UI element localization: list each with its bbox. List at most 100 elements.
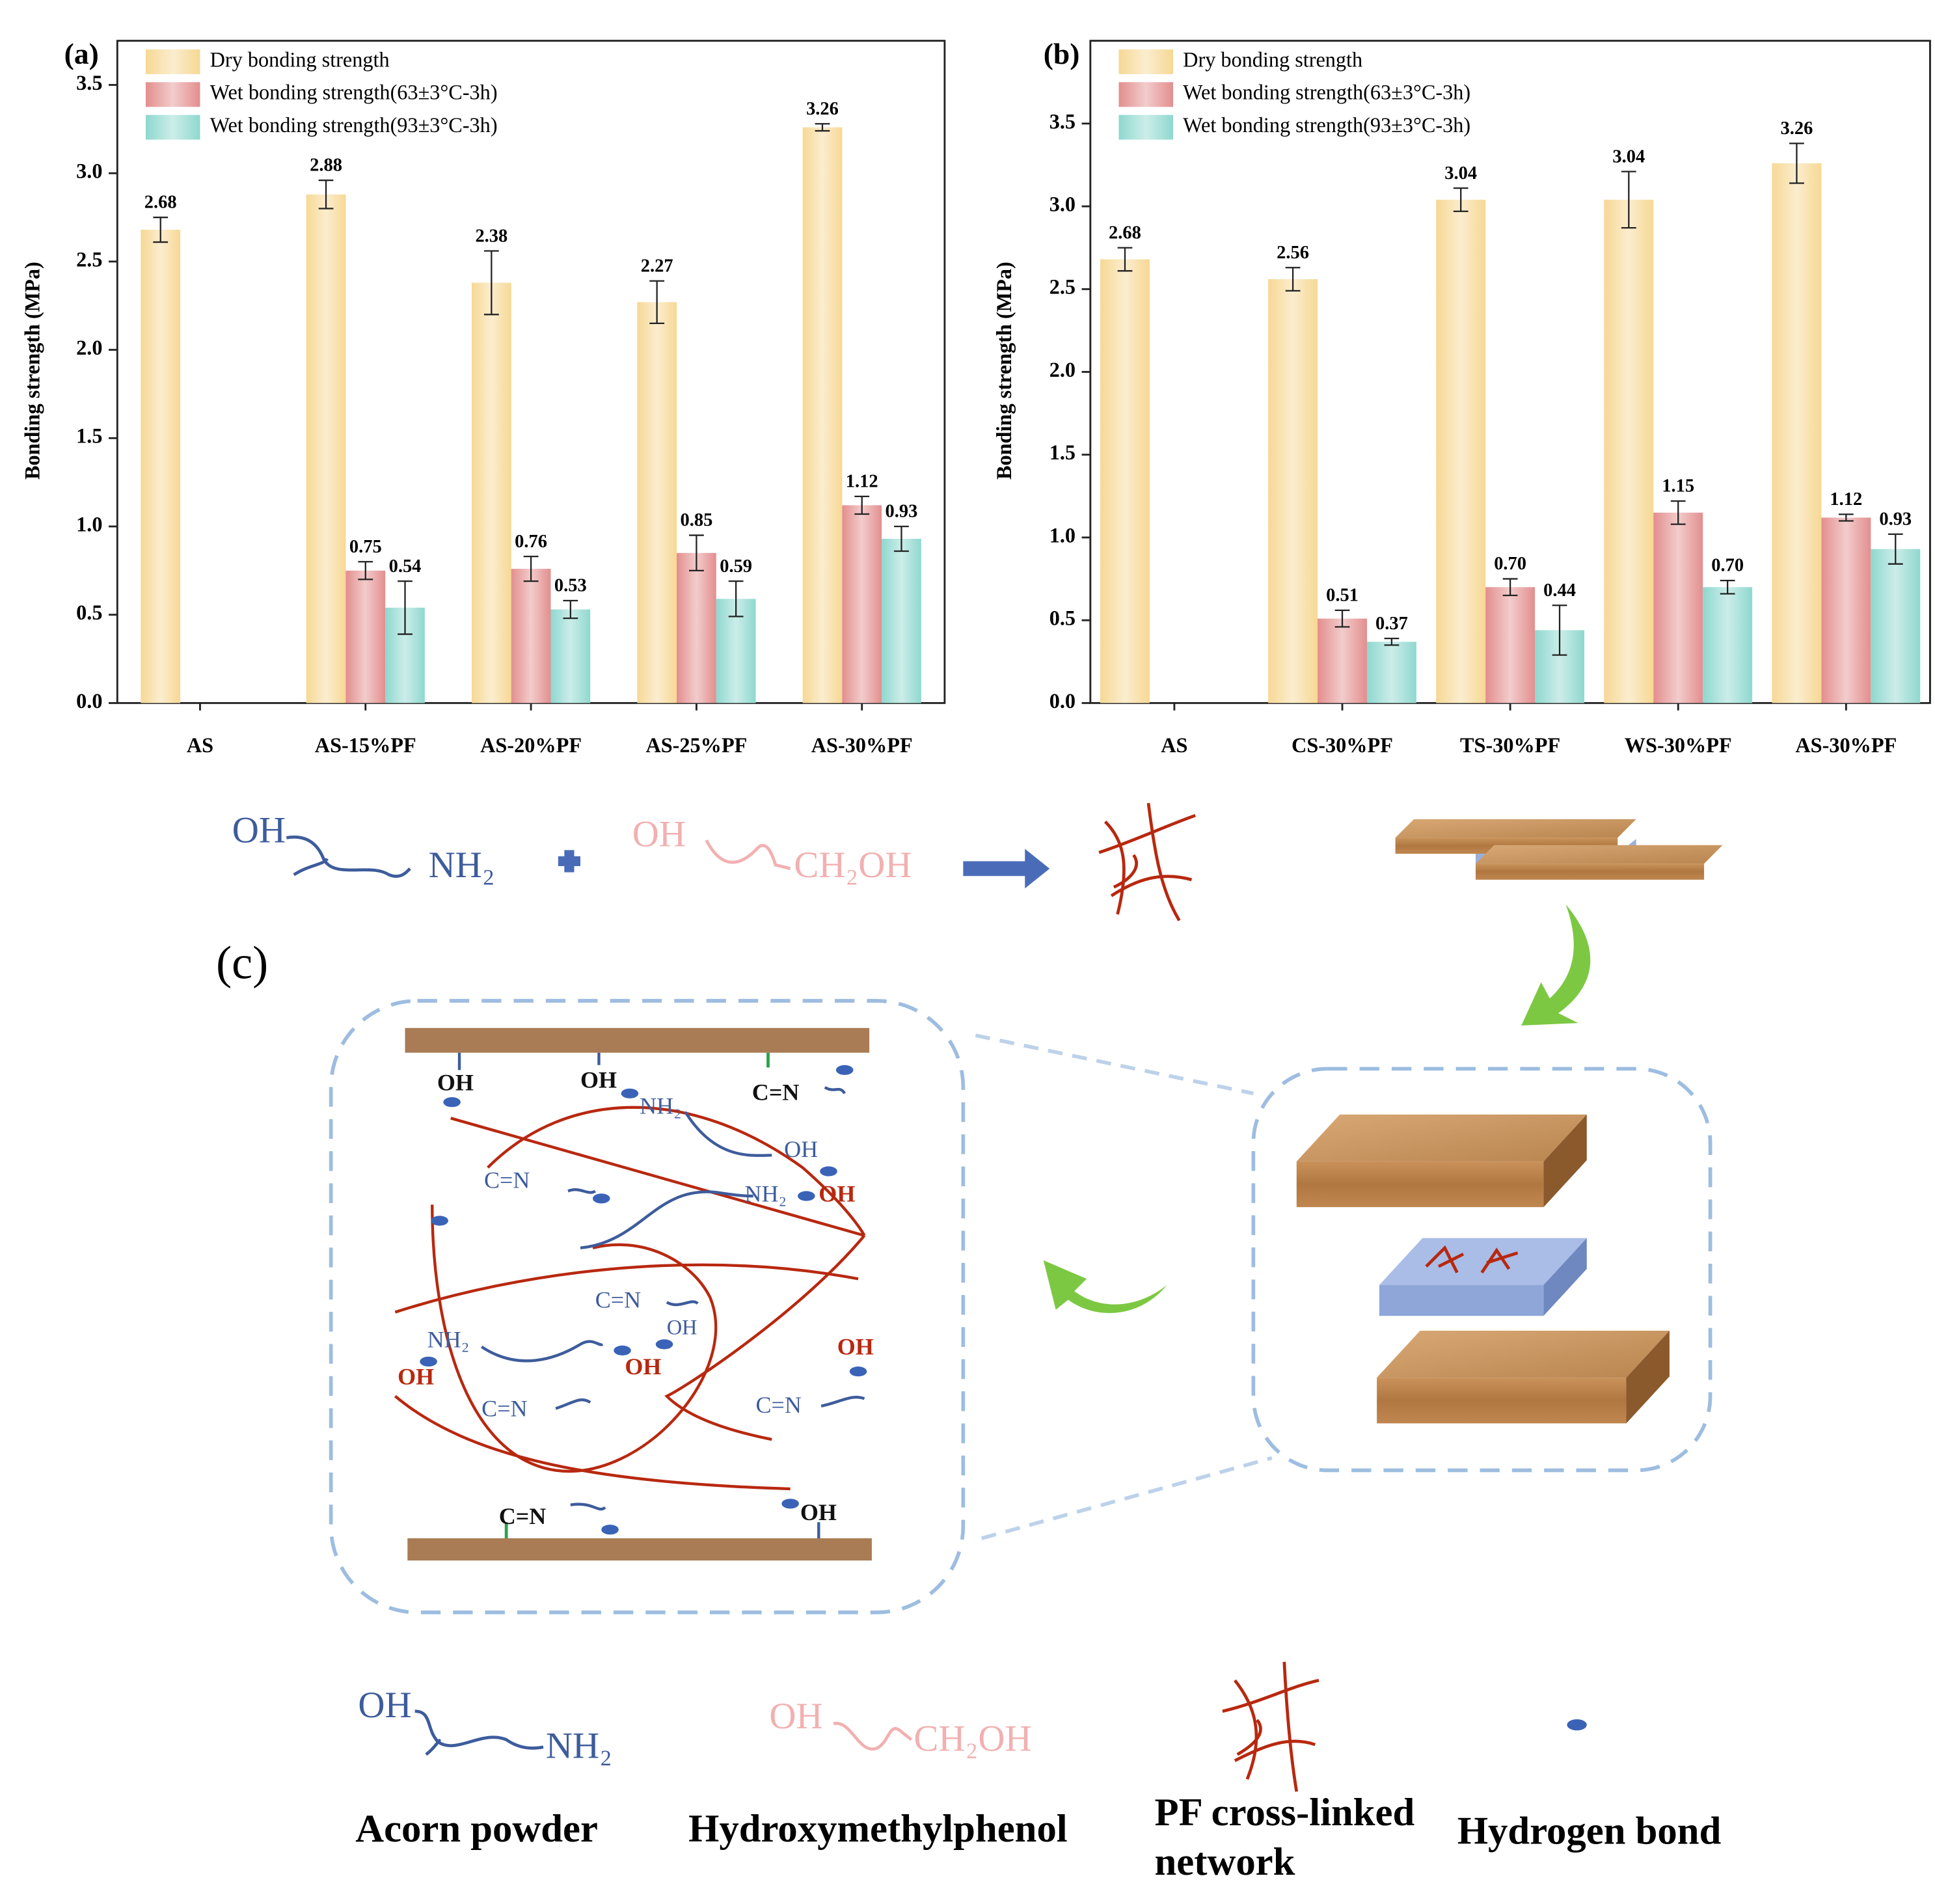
bar xyxy=(1871,549,1921,703)
label: OH xyxy=(398,1363,434,1389)
value-label: 0.53 xyxy=(554,576,587,596)
pf-network xyxy=(1098,802,1196,921)
adhesive xyxy=(1543,1238,1587,1316)
error-bar xyxy=(483,250,499,316)
pf-network xyxy=(1222,1661,1319,1792)
legend-swatch xyxy=(145,82,200,107)
y-tick-label: 3.5 xyxy=(1049,109,1076,133)
mechanism-labels: OH OH C=N NH₂ OH C=N NH₂ OH C=N OH NH₂ O… xyxy=(398,1067,874,1529)
error-bar xyxy=(1285,267,1301,292)
adhesive xyxy=(1379,1285,1544,1316)
pf-network xyxy=(394,1106,866,1491)
value-label: 2.68 xyxy=(1109,223,1141,243)
label: OH xyxy=(632,813,686,854)
legend-swatch xyxy=(145,49,200,74)
y-axis-label: Bonding strength (MPa) xyxy=(21,262,44,480)
error-bar xyxy=(1384,638,1400,646)
zoom-line xyxy=(975,1033,1273,1540)
error-bar xyxy=(1720,579,1735,595)
label: NH₂ xyxy=(427,1326,470,1352)
label: C=N xyxy=(756,1392,802,1418)
bar xyxy=(511,569,551,703)
label: CH₂OH xyxy=(913,1718,1031,1759)
value-label: 2.68 xyxy=(144,193,177,213)
y-tick-label: 1.0 xyxy=(1049,523,1076,547)
label: OH xyxy=(800,1499,837,1525)
error-bar xyxy=(1552,605,1567,656)
error-bar xyxy=(1838,513,1854,522)
acorn-chain xyxy=(293,858,329,877)
y-axis-label: Bonding strength (MPa) xyxy=(992,262,1016,480)
error-bar xyxy=(523,555,539,582)
legend-label: network xyxy=(1155,1840,1295,1884)
board xyxy=(1543,1114,1587,1208)
value-label: 0.85 xyxy=(681,510,713,530)
legend-label: Wet bonding strength(93±3°C-3h) xyxy=(210,113,498,137)
bar xyxy=(1100,259,1150,703)
adhesive xyxy=(1379,1238,1587,1285)
x-tick-label: AS xyxy=(187,733,213,757)
x-tick-label: TS-30%PF xyxy=(1460,733,1560,757)
label: C=N xyxy=(484,1167,530,1193)
board xyxy=(1296,1161,1544,1208)
label: OH xyxy=(437,1069,474,1095)
board xyxy=(1475,864,1705,880)
bar xyxy=(677,552,716,703)
value-label: 1.12 xyxy=(1830,489,1862,510)
pf-network xyxy=(1425,1245,1519,1274)
phenol-chain xyxy=(833,1722,913,1751)
value-label: 1.15 xyxy=(1662,476,1694,496)
value-label: 2.27 xyxy=(641,256,673,276)
value-label: 2.56 xyxy=(1277,243,1309,263)
legend-label: Hydroxymethylphenol xyxy=(688,1807,1068,1851)
bar xyxy=(1366,642,1416,703)
legend-label: PF cross-linked xyxy=(1155,1791,1415,1834)
label: OH xyxy=(769,1696,822,1737)
error-bar xyxy=(153,216,169,243)
legend-label: Dry bonding strength xyxy=(1183,48,1362,71)
value-label: 0.44 xyxy=(1543,580,1576,601)
value-label: 0.51 xyxy=(1326,586,1359,606)
charts: 0.0 0.5 1.0 1.5 2.0 2.5 3.0 3.5 Bonding strength… xyxy=(21,37,1931,757)
label: NH₂ xyxy=(546,1726,612,1767)
bar xyxy=(1485,587,1536,703)
board xyxy=(1377,1378,1627,1424)
label: OH xyxy=(819,1180,855,1206)
bar xyxy=(1772,163,1822,703)
value-label: 3.26 xyxy=(1781,118,1813,139)
error-bar xyxy=(1334,609,1350,628)
hydrogen-bonds xyxy=(420,1065,867,1535)
legend-label: Wet bonding strength(63±3°C-3h) xyxy=(210,81,498,104)
bar xyxy=(550,609,591,703)
zoom-box xyxy=(329,999,966,1614)
label: OH xyxy=(784,1136,818,1162)
plus xyxy=(558,850,581,873)
error-bar xyxy=(358,561,373,580)
value-label: 3.04 xyxy=(1444,163,1477,184)
bar xyxy=(1604,199,1654,703)
panel-label: (a) xyxy=(64,37,99,70)
value-label: 0.70 xyxy=(1494,554,1526,574)
legend-label: Wet bonding strength(63±3°C-3h) xyxy=(1183,81,1470,104)
legend-label: Wet bonding strength(93±3°C-3h) xyxy=(1183,113,1470,137)
board xyxy=(1395,819,1636,838)
bar xyxy=(842,505,882,703)
x-tick-label: AS xyxy=(1161,733,1187,757)
substrate xyxy=(407,1538,872,1561)
bar xyxy=(345,570,386,703)
error-bar xyxy=(815,123,830,132)
label: NH₂ xyxy=(429,845,495,886)
error-bar xyxy=(854,495,870,515)
legend-swatch xyxy=(1118,49,1173,74)
value-label: 0.75 xyxy=(349,537,382,557)
bar xyxy=(802,127,843,703)
x-tick-label: AS-20%PF xyxy=(480,733,582,757)
bar xyxy=(1653,512,1703,703)
value-label: 0.76 xyxy=(515,532,547,552)
y-tick-label: 2.5 xyxy=(76,247,102,271)
bar xyxy=(1436,199,1486,703)
error-bar xyxy=(894,525,909,552)
label: OH xyxy=(837,1334,874,1360)
x-tick-label: AS-30%PF xyxy=(811,733,913,757)
acorn-chain xyxy=(286,835,411,878)
